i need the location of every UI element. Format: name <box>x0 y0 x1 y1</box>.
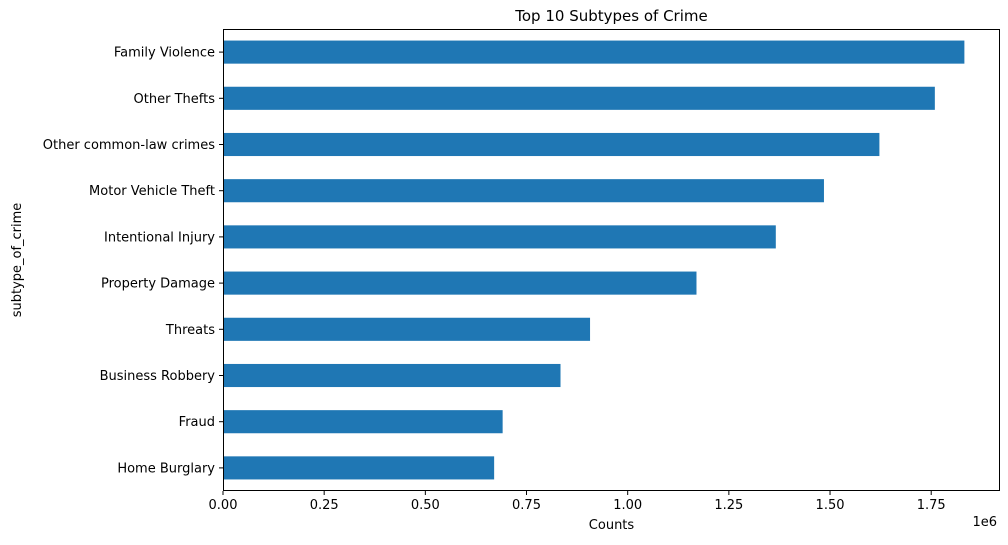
y-tick-label: Business Robbery <box>100 369 216 384</box>
y-tick-label: Threats <box>165 323 215 338</box>
y-tick-label: Intentional Injury <box>104 230 215 245</box>
y-tick-label: Other common-law crimes <box>43 138 215 153</box>
bar <box>223 132 880 157</box>
x-axis-scale-label: 1e6 <box>972 515 997 530</box>
y-axis-ticks: Family Violence Other Thefts Other common-… <box>43 46 223 476</box>
y-axis-title: subtype_of_crime <box>10 203 25 318</box>
x-tick-label: 0.00 <box>209 498 238 513</box>
bar <box>223 179 824 203</box>
bar <box>223 271 697 295</box>
y-tick-label: Family Violence <box>114 46 215 61</box>
chart-title: Top 10 Subtypes of Crime <box>514 7 707 25</box>
plot-frame <box>223 29 1000 491</box>
x-tick-label: 1.00 <box>613 498 642 513</box>
x-axis-title: Counts <box>589 518 635 533</box>
bar <box>223 410 503 434</box>
x-tick-label: 0.25 <box>310 498 339 513</box>
bar <box>223 317 591 341</box>
y-tick-label: Fraud <box>179 415 215 430</box>
x-tick-label: 1.25 <box>714 498 743 513</box>
x-tick-label: 1.75 <box>917 498 946 513</box>
y-tick-label: Property Damage <box>101 277 215 292</box>
bar <box>223 456 495 480</box>
y-tick-label: Other Thefts <box>134 92 216 107</box>
bar <box>223 225 776 249</box>
bars-group <box>223 40 965 480</box>
x-tick-label: 0.50 <box>411 498 440 513</box>
x-axis-ticks: 0.00 0.25 0.50 0.75 1.00 1.25 1.50 1.75 <box>209 491 946 513</box>
y-tick-label: Motor Vehicle Theft <box>89 184 215 199</box>
x-tick-label: 1.50 <box>816 498 845 513</box>
bar <box>223 363 561 388</box>
bar <box>223 86 935 110</box>
bar <box>223 40 965 64</box>
y-tick-label: Home Burglary <box>117 461 215 476</box>
x-tick-label: 0.75 <box>512 498 541 513</box>
